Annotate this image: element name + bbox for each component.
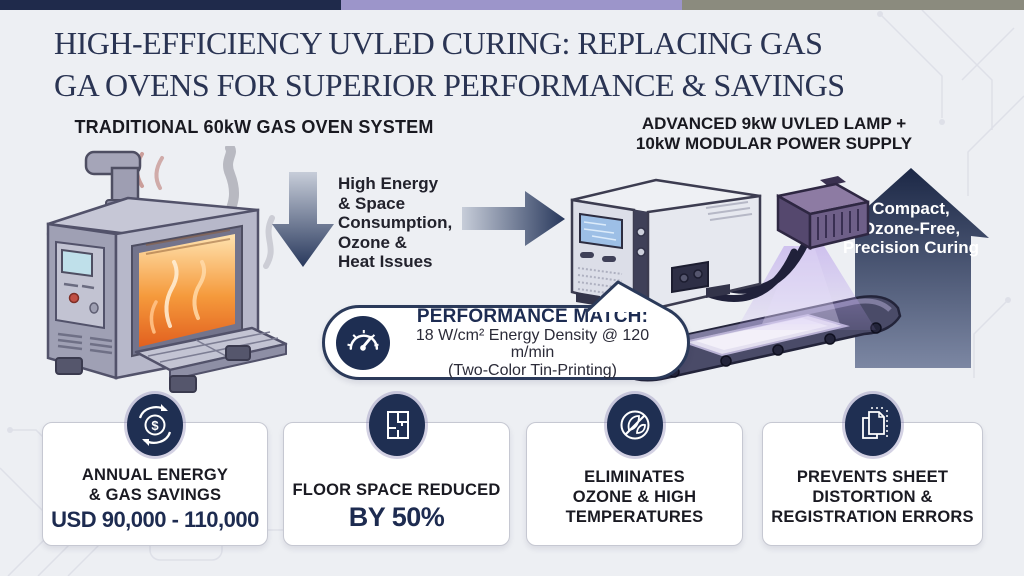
issues-note: High Energy & Space Consumption, Ozone &… [338, 174, 453, 271]
callout-line-1: 18 W/cm² Energy Density @ 120 m/min [415, 326, 650, 362]
topbar-navy-segment [0, 0, 341, 10]
title-line-1: HIGH-EFFICIENCY UVLED CURING: REPLACING … [54, 25, 823, 61]
card-label: FLOOR SPACE REDUCED [292, 481, 501, 499]
gauge-icon [336, 315, 390, 370]
card-label: ANNUAL ENERGY & GAS SAVINGS [81, 466, 229, 504]
advanced-system-label: ADVANCED 9kW UVLED LAMP + 10kW MODULAR P… [635, 114, 913, 153]
down-arrow [272, 172, 334, 267]
sheet-stack-icon [844, 394, 901, 456]
traditional-system-label: TRADITIONAL 60kW GAS OVEN SYSTEM [74, 117, 434, 137]
performance-callout: PERFORMANCE MATCH: 18 W/cm² Energy Densi… [322, 305, 690, 380]
topbar-purple-segment [341, 0, 682, 10]
title-line-2: GA OVENS FOR SUPERIOR PERFORMANCE & SAVI… [54, 67, 845, 103]
topbar-olive-segment [682, 0, 1024, 10]
callout-tail [584, 280, 673, 313]
no-ozone-leaf-icon [606, 394, 663, 456]
benefit-card-energy-savings: $ ANNUAL ENERGY & GAS SAVINGS USD 90,000… [42, 394, 268, 546]
benefit-card-floor-space: FLOOR SPACE REDUCED BY 50% [283, 394, 510, 546]
callout-line-2: (Two-Color Tin-Printing) [448, 361, 617, 379]
benefit-arrow-text: Compact, Ozone-Free, Precision Curing [842, 199, 980, 257]
floor-plan-icon [368, 394, 425, 456]
benefit-card-ozone: ELIMINATES OZONE & HIGH TEMPERATURES [526, 394, 743, 546]
gas-oven-illustration [46, 146, 288, 393]
transition-right-arrow [462, 191, 565, 246]
card-label: PREVENTS SHEET DISTORTION & REGISTRATION… [771, 468, 974, 526]
currency-cycle-icon: $ [127, 394, 183, 456]
callout-text: PERFORMANCE MATCH: 18 W/cm² Energy Densi… [390, 306, 673, 380]
card-value: BY 50% [348, 502, 445, 532]
page-title: HIGH-EFFICIENCY UVLED CURING: REPLACING … [54, 22, 845, 106]
benefit-card-registration: PREVENTS SHEET DISTORTION & REGISTRATION… [762, 394, 983, 546]
svg-text:$: $ [151, 418, 159, 433]
card-value: USD 90,000 - 110,000 [51, 507, 259, 532]
card-label: ELIMINATES OZONE & HIGH TEMPERATURES [565, 468, 704, 526]
